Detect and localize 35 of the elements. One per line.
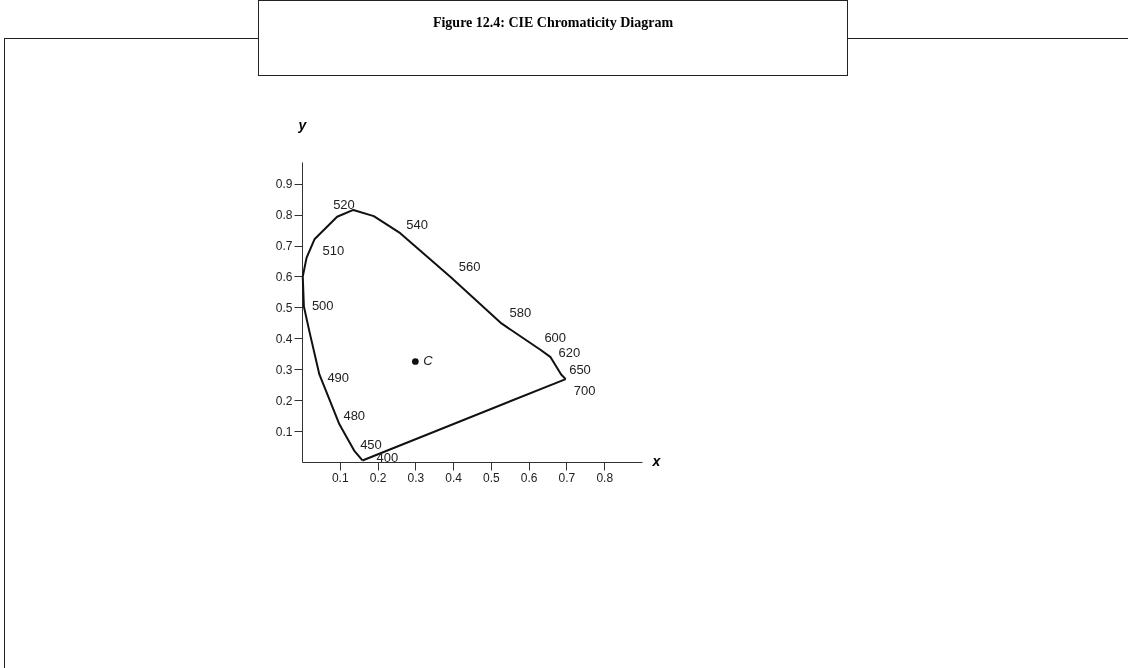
y-tick-label: 0.9 <box>275 177 293 192</box>
x-tick-label: 0.6 <box>520 470 538 485</box>
annotation: 700 <box>573 383 596 399</box>
x-axis-title: x <box>651 452 662 469</box>
annotation: 600 <box>544 329 567 345</box>
annotation: 510 <box>322 243 345 259</box>
annotation: 490 <box>327 370 350 386</box>
x-tick-label: 0.4 <box>445 470 463 485</box>
y-tick-label: 0.4 <box>275 331 293 346</box>
y-tick-label: 0.7 <box>275 239 293 254</box>
chart-title: Figure 12.4: CIE Chromaticity Diagram <box>258 0 848 76</box>
y-tick-label: 0.3 <box>275 362 293 377</box>
annotation: 560 <box>458 259 481 275</box>
annotation: 450 <box>360 436 382 452</box>
y-tick-label: 0.2 <box>275 393 293 408</box>
y-tick-label: 0.5 <box>275 300 293 315</box>
x-tick-label: 0.2 <box>369 470 387 485</box>
x-tick-label: 0.1 <box>331 470 349 485</box>
annotation: 520 <box>333 196 355 212</box>
annotation: 500 <box>311 298 334 314</box>
x-tick-label: 0.3 <box>407 470 425 485</box>
y-tick-label: 0.1 <box>275 424 293 439</box>
y-axis-title: y <box>297 116 308 133</box>
annotation: 540 <box>406 217 428 233</box>
annotation: C <box>423 353 434 369</box>
x-tick-label: 0.7 <box>558 470 576 485</box>
x-tick-label: 0.8 <box>596 470 614 485</box>
annotation: 620 <box>558 345 581 361</box>
annotation: 580 <box>509 305 532 321</box>
annotation: 400 <box>376 450 399 466</box>
annotation: 480 <box>343 408 366 424</box>
y-tick-label: 0.8 <box>275 208 293 223</box>
x-tick-label: 0.5 <box>483 470 501 485</box>
y-tick-label: 0.6 <box>275 269 293 284</box>
annotation: 650 <box>569 362 591 378</box>
